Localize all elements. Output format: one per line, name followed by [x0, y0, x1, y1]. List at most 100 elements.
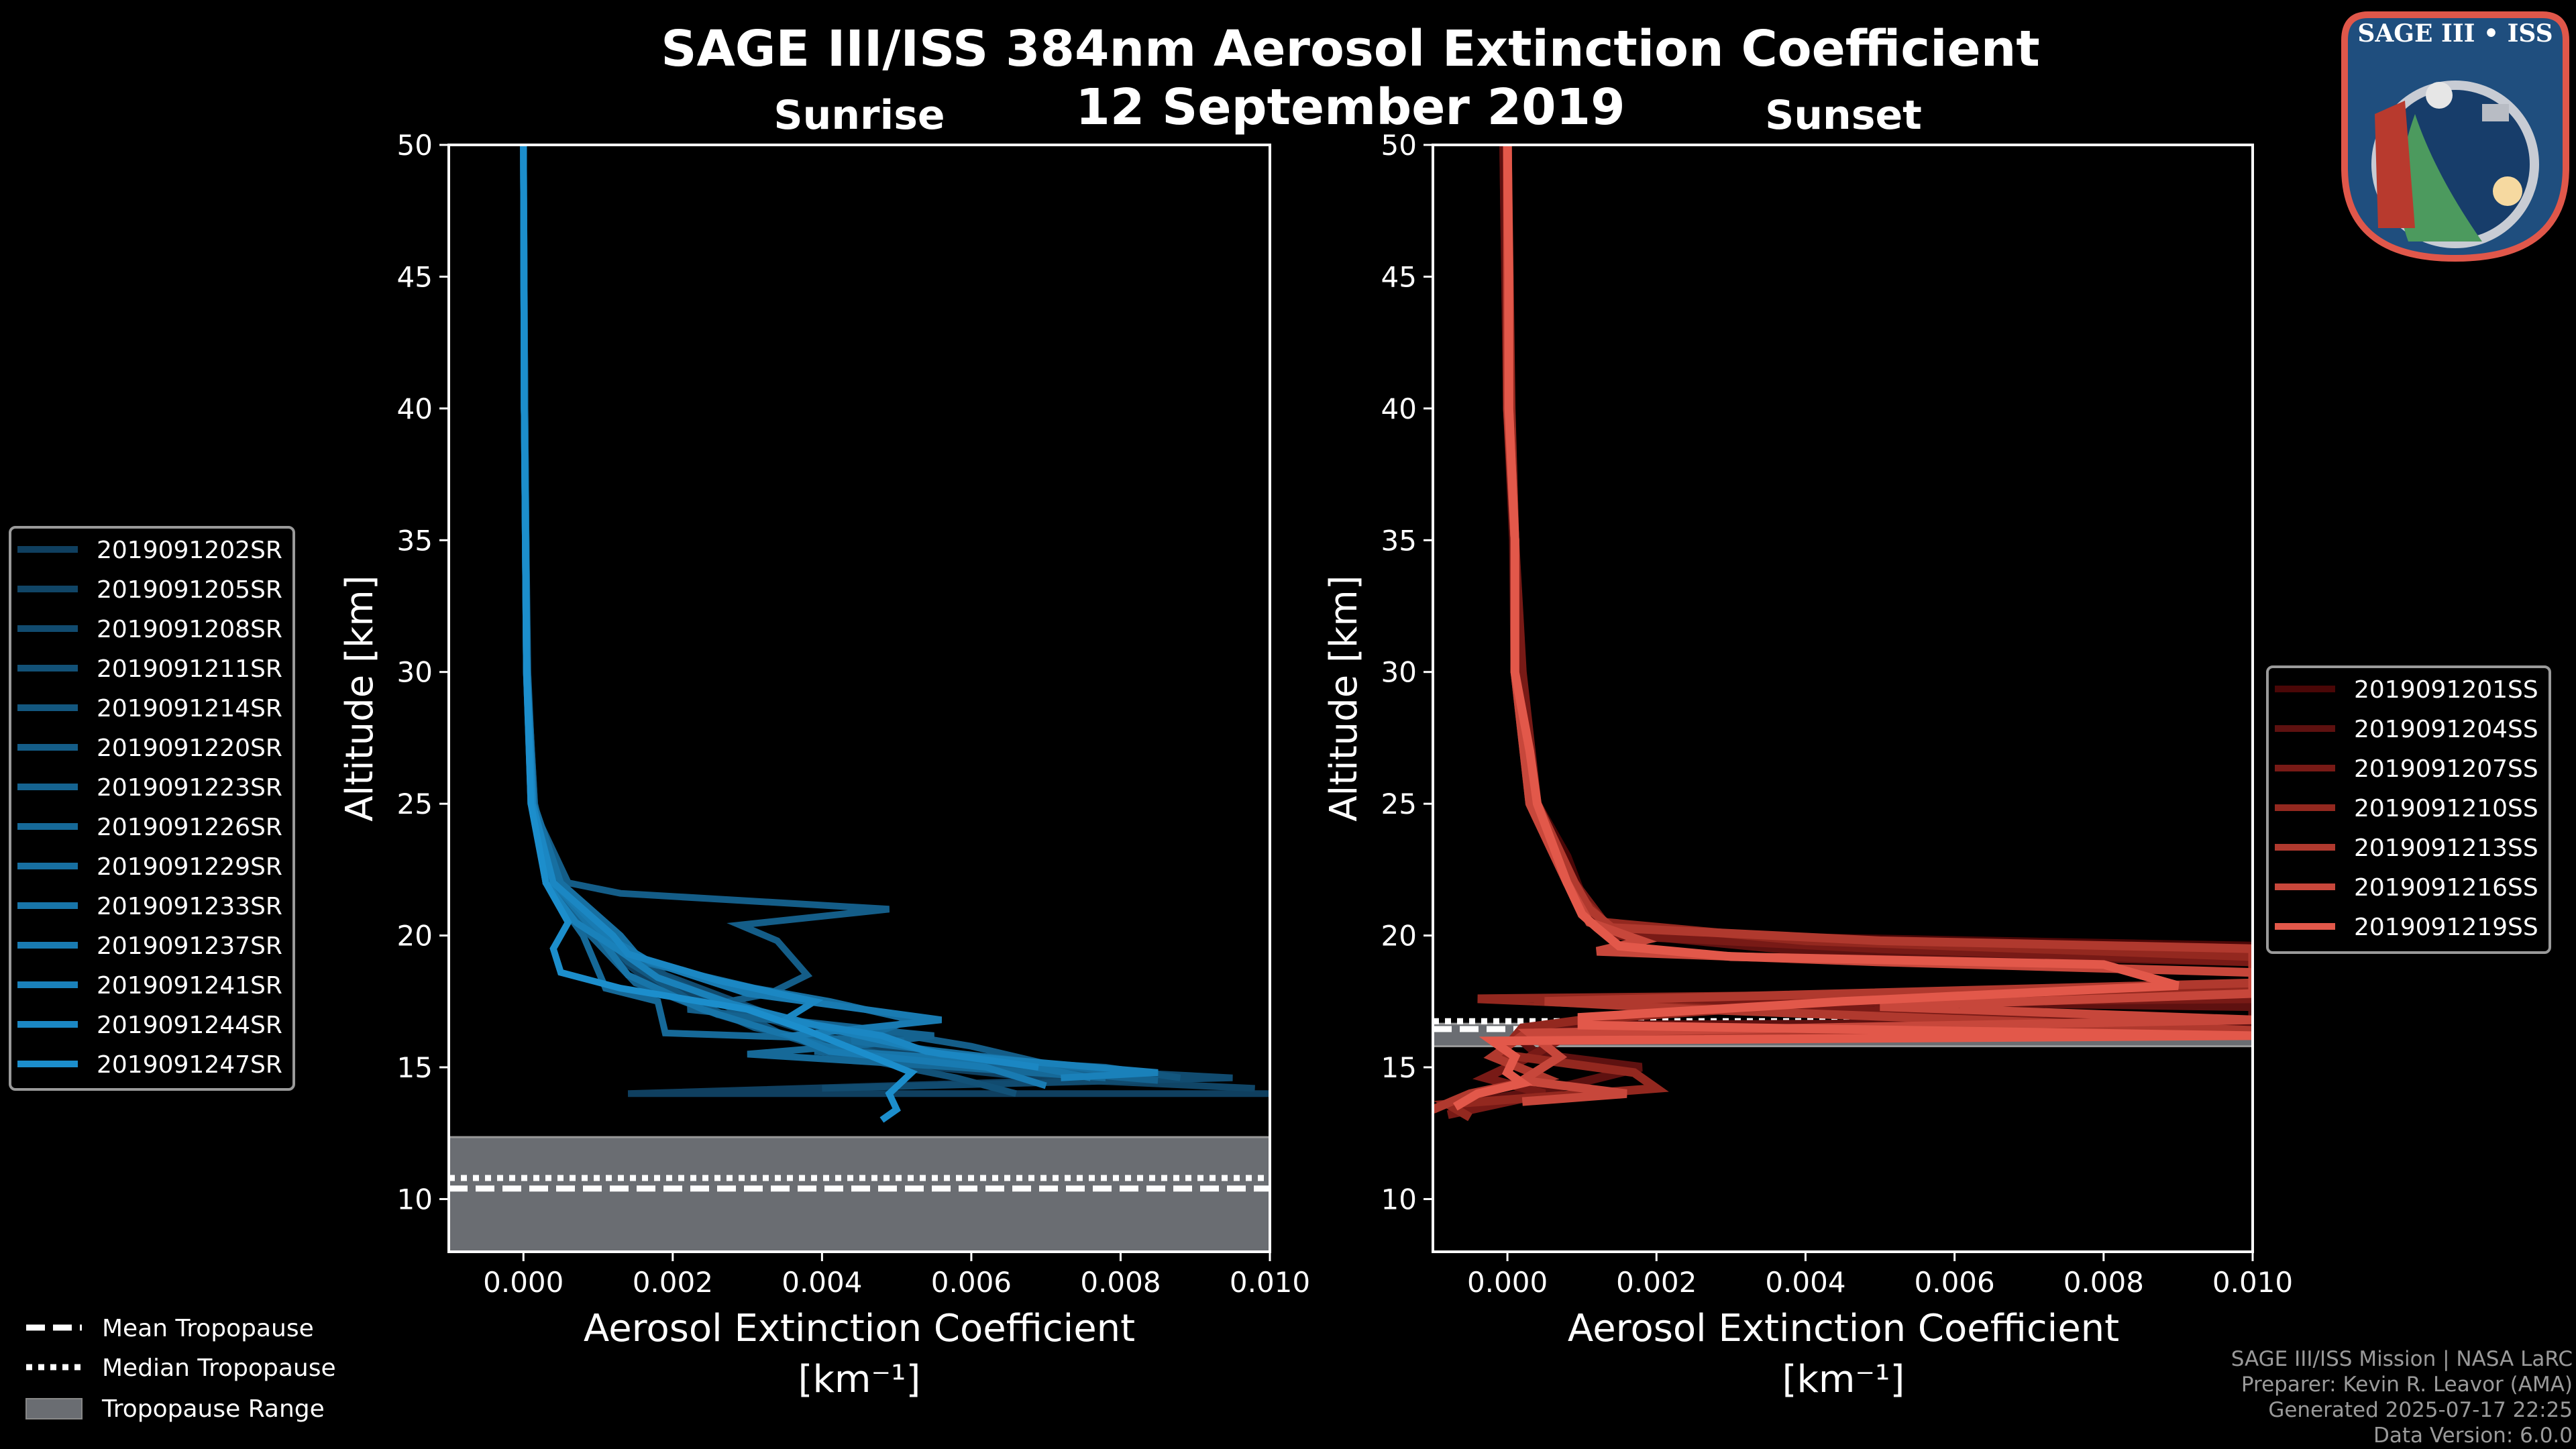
legend-label: 2019091237SR: [97, 932, 282, 960]
legend-label: 2019091220SR: [97, 735, 282, 762]
legend-item: 2019091213SS: [2275, 835, 2538, 862]
legend-item: 2019091247SR: [17, 1051, 282, 1079]
median-tropopause-label: Median Tropopause: [102, 1354, 336, 1382]
sunset-y-axis-label: Altitude [km]: [1322, 575, 1366, 821]
svg-text:SAGE III • ISS: SAGE III • ISS: [2357, 19, 2553, 48]
legend-label: 2019091244SR: [97, 1012, 282, 1039]
tropopause-legend: Mean Tropopause Median Tropopause Tropop…: [25, 1315, 336, 1423]
footer-mission: SAGE III/ISS Mission | NASA LaRC: [2231, 1347, 2573, 1371]
legend-item: 2019091244SR: [17, 1012, 282, 1039]
legend-label: 2019091241SR: [97, 972, 282, 1000]
legend-label: 2019091211SR: [97, 655, 282, 683]
x-tick-label: 0.008: [2063, 1266, 2144, 1299]
profile-line-2019091219SS: [1453, 145, 2253, 1111]
plot-area: [449, 145, 1270, 1252]
plot-area: [1433, 145, 2253, 1122]
tropopause-range-swatch: [25, 1398, 83, 1419]
legend-item: 2019091226SR: [17, 814, 282, 841]
profile-line-2019091201SS: [1499, 145, 2253, 951]
sunset-x-axis-unit: [km⁻¹]: [1782, 1358, 1905, 1401]
sunrise-x-axis-unit: [km⁻¹]: [798, 1358, 921, 1401]
axes-frame: [1432, 144, 2254, 1253]
footer-generated: Generated 2025-07-17 22:25: [2268, 1398, 2573, 1422]
y-tick-label: 50: [1381, 129, 1417, 162]
figure-title: SAGE III/ISS 384nm Aerosol Extinction Co…: [661, 20, 2040, 78]
legend-item: 2019091211SR: [17, 655, 282, 683]
y-tick-label: 35: [397, 524, 433, 557]
legend-item: 2019091233SR: [17, 893, 282, 920]
legend-label: 2019091233SR: [97, 893, 282, 920]
y-tick-label: 30: [1381, 656, 1417, 689]
sunrise-y-axis-label: Altitude [km]: [338, 575, 382, 821]
x-tick-label: 0.002: [633, 1266, 713, 1299]
legend-item: 2019091220SR: [17, 735, 282, 762]
legend-label: 2019091204SS: [2354, 716, 2538, 743]
y-tick-label: 20: [397, 920, 433, 953]
tropopause-range-label: Tropopause Range: [101, 1395, 325, 1423]
footer-data-version: Data Version: 6.0.0: [2373, 1424, 2573, 1448]
legend-label: 2019091223SR: [97, 774, 282, 802]
legend-label: 2019091202SR: [97, 537, 282, 564]
legend-item: 2019091219SS: [2275, 914, 2538, 941]
y-tick-label: 40: [397, 392, 433, 425]
axes-frame: [447, 144, 1271, 1253]
y-tick-label: 40: [1381, 392, 1417, 425]
y-tick-label: 45: [1381, 260, 1417, 293]
legend-item: 2019091241SR: [17, 972, 282, 1000]
sunrise-legend: 2019091202SR 2019091205SR 2019091208SR 2019…: [17, 537, 282, 1079]
x-tick-label: 0.004: [1765, 1266, 1845, 1299]
legend-label: 2019091216SS: [2354, 874, 2538, 902]
legend-item: 2019091229SR: [17, 853, 282, 881]
legend-label: 2019091229SR: [97, 853, 282, 881]
sunrise-plot: 0.000 0.002 0.004 0.006 0.008 0.010 10 15 20 25 30…: [397, 129, 1311, 1299]
legend-label: 2019091226SR: [97, 814, 282, 841]
y-tick-label: 50: [397, 129, 433, 162]
y-tick-label: 25: [397, 788, 433, 820]
sunrise-x-axis-label: Aerosol Extinction Coefficient: [584, 1307, 1135, 1350]
sunset-legend: 2019091201SS 2019091204SS 2019091207SS 2019…: [2275, 676, 2538, 941]
x-tick-label: 0.008: [1080, 1266, 1161, 1299]
legend-item: 2019091202SR: [17, 537, 282, 564]
legend-item: 2019091237SR: [17, 932, 282, 960]
legend-item: 2019091223SR: [17, 774, 282, 802]
legend-label: 2019091201SS: [2354, 676, 2538, 704]
y-tick-label: 15: [397, 1051, 433, 1084]
x-tick-label: 0.004: [782, 1266, 862, 1299]
legend-item: 2019091216SS: [2275, 874, 2538, 902]
x-tick-label: 0.010: [1230, 1266, 1310, 1299]
profile-line-2019091244SR: [520, 145, 1039, 1071]
legend-label: 2019091213SS: [2354, 835, 2538, 862]
x-tick-label: 0.006: [931, 1266, 1012, 1299]
legend-item: 2019091210SS: [2275, 795, 2538, 822]
legend-label: 2019091208SR: [97, 616, 282, 643]
sunset-panel-title: Sunset: [1765, 92, 1922, 139]
y-tick-label: 15: [1381, 1051, 1417, 1084]
mean-tropopause-label: Mean Tropopause: [102, 1315, 314, 1342]
profile-line-2019091247SR: [520, 145, 918, 1123]
figure-date: 12 September 2019: [1075, 78, 1625, 136]
legend-item: 2019091207SS: [2275, 755, 2538, 783]
sunrise-legend-frame: [9, 526, 295, 1091]
footer-preparer: Preparer: Kevin R. Leavor (AMA): [2241, 1373, 2573, 1397]
x-tick-label: 0.000: [1467, 1266, 1548, 1299]
sage-iii-iss-logo: SAGE III • ISS: [2341, 11, 2569, 262]
legend-item: 2019091208SR: [17, 616, 282, 643]
y-tick-label: 35: [1381, 524, 1417, 557]
y-tick-label: 30: [397, 656, 433, 689]
x-tick-label: 0.006: [1915, 1266, 1995, 1299]
legend-item: 2019091214SR: [17, 695, 282, 722]
legend-item: 2019091201SS: [2275, 676, 2538, 704]
x-tick-label: 0.002: [1616, 1266, 1697, 1299]
legend-label: 2019091207SS: [2354, 755, 2538, 783]
sunset-legend-frame: [2266, 665, 2551, 954]
legend-label: 2019091219SS: [2354, 914, 2538, 941]
x-tick-label: 0.010: [2212, 1266, 2293, 1299]
y-tick-label: 45: [397, 260, 433, 293]
sunset-plot: 0.000 0.002 0.004 0.006 0.008 0.010 10 15 20 25 30…: [1381, 129, 2294, 1299]
sunset-x-axis-label: Aerosol Extinction Coefficient: [1568, 1307, 2119, 1350]
y-tick-label: 10: [397, 1183, 433, 1216]
legend-item: 2019091205SR: [17, 576, 282, 604]
sunrise-panel-title: Sunrise: [773, 92, 945, 139]
y-tick-label: 10: [1381, 1183, 1417, 1216]
